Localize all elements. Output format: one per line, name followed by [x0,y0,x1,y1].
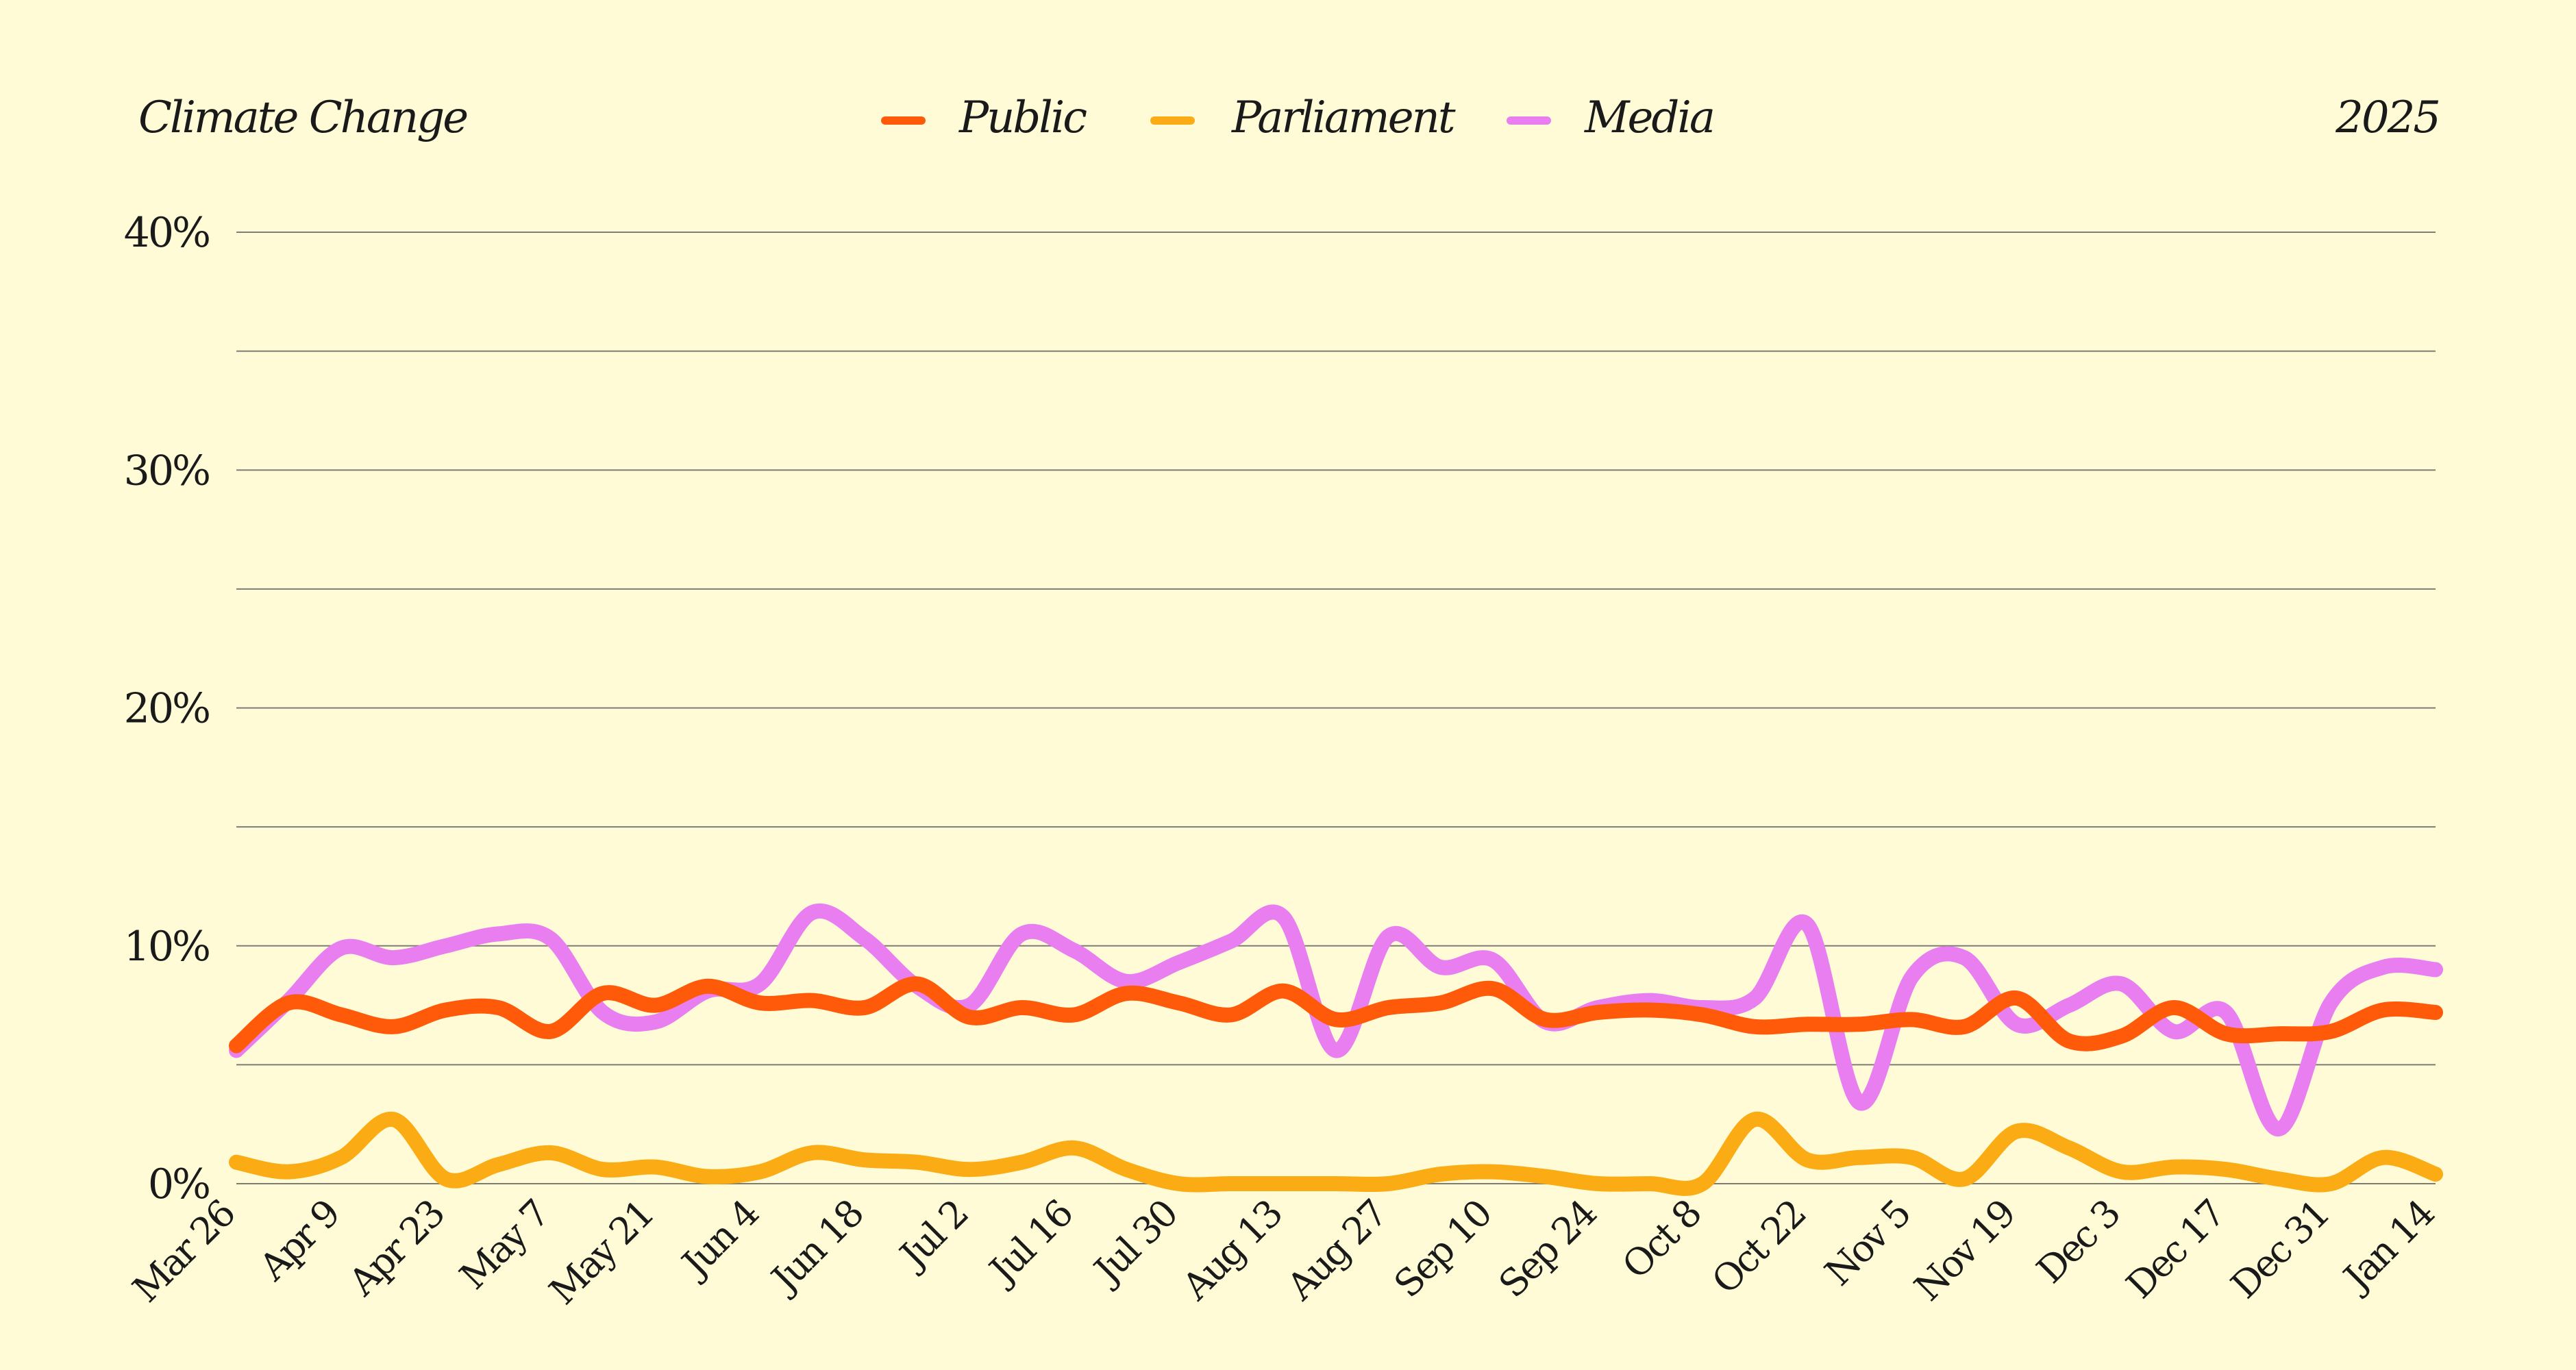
y-axis: 0% 10% 20% 30% 40% [124,209,211,1208]
y-tick-label: 10% [124,923,209,971]
chart-year: 2025 [2335,92,2439,143]
y-tick-label: 20% [124,685,209,733]
series-lines [229,904,2443,1196]
legend-label-public: Public [958,92,1087,143]
legend: Public Parliament Media [881,92,1716,143]
y-tick-label: 30% [124,447,209,495]
series-line-public [229,976,2443,1054]
legend-label-media: Media [1584,92,1713,143]
series-line-media [229,904,2443,1137]
y-tick-label: 0% [148,1160,209,1208]
y-tick-label: 40% [124,209,209,257]
gridlines [236,232,2436,1184]
legend-label-parliament: Parliament [1231,92,1456,143]
chart-title: Climate Change [138,92,467,143]
series-line-parliament [229,1112,2443,1196]
